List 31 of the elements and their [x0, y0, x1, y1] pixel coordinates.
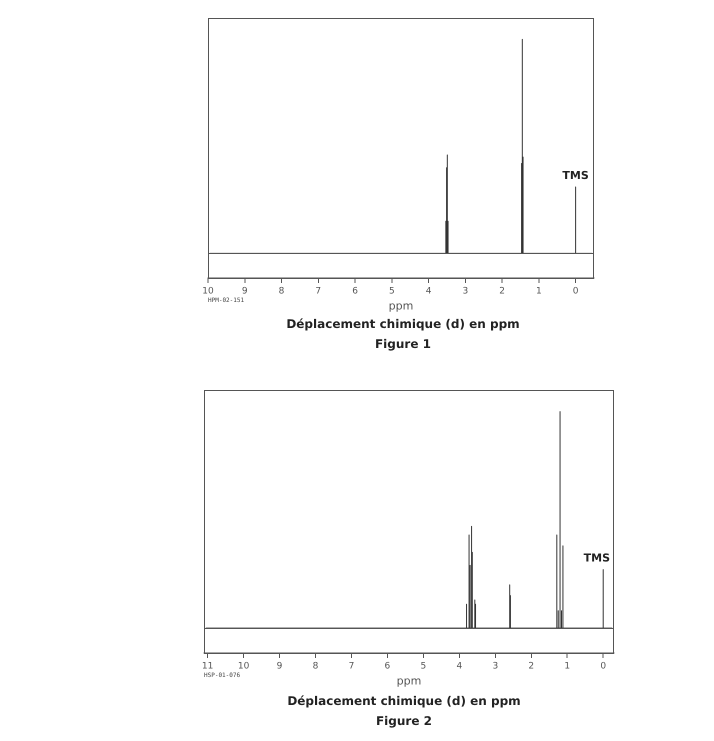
x-tick-label: 10	[238, 662, 250, 672]
x-tick-label: 0	[572, 286, 579, 297]
text: Déplacement chimique (d) en ppm	[286, 693, 522, 710]
text: Déplacement chimique (d) en ppm	[285, 316, 521, 333]
x-tick-label: 0	[600, 662, 606, 672]
x-tick-label: 2	[499, 286, 505, 297]
x-tick-label: 4	[456, 662, 462, 672]
x-tick-label: 11	[202, 662, 214, 672]
x-tick-label: 9	[242, 286, 248, 297]
x-tick-label: 5	[420, 662, 426, 672]
x-axis-title: ppm	[388, 299, 414, 312]
x-axis-title: ppm	[396, 674, 422, 688]
x-tick-label: 8	[312, 662, 319, 672]
annotation: TMS	[584, 552, 610, 565]
caption: Figure 2	[374, 713, 434, 730]
x-tick-label: 2	[528, 662, 534, 672]
x-tick-label: 4	[426, 286, 432, 297]
x-tick-label: 10	[202, 286, 214, 297]
x-tick-label: 1	[564, 662, 570, 672]
x-tick-label: 3	[492, 662, 498, 672]
x-tick-label: 1	[536, 286, 542, 297]
x-tick-label: 7	[315, 286, 322, 297]
x-tick-label: 8	[278, 286, 285, 297]
x-tick-label: 9	[276, 662, 283, 672]
x-tick-label: 6	[352, 286, 358, 297]
annotation: TMS	[562, 169, 589, 182]
x-tick-label: 5	[388, 286, 395, 297]
x-tick-label: 3	[462, 286, 468, 297]
caption: Figure 1	[374, 336, 432, 353]
x-tick-label: 7	[348, 662, 354, 672]
x-tick-label: 6	[384, 662, 391, 672]
